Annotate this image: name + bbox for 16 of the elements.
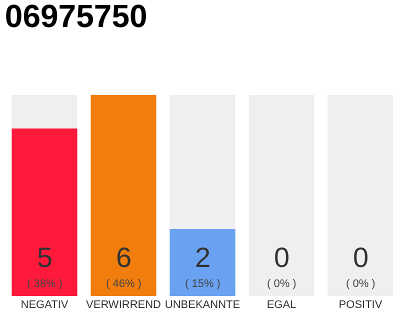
annotation: ( 0% ) <box>346 278 376 290</box>
x-tick-label: EGAL <box>266 299 296 311</box>
x-tick-label: POSITIV <box>338 299 383 311</box>
x-tick-label: UNBEKANNTE <box>164 299 240 311</box>
annotation: ( 0% ) <box>267 278 296 290</box>
x-tick-label: VERWIRREND <box>86 299 162 311</box>
data-label: 0 <box>274 242 290 273</box>
data-label: 5 <box>37 242 53 273</box>
annotation: ( 46% ) <box>106 278 142 290</box>
data-label: 6 <box>116 242 132 273</box>
data-label: 2 <box>195 242 211 273</box>
data-label: 0 <box>353 242 369 273</box>
chart-title: 06975750 <box>4 0 148 34</box>
x-tick-label: NEGATIV <box>20 299 69 311</box>
annotation: ( 15% ) <box>185 278 220 290</box>
annotation: ( 38% ) <box>27 278 62 290</box>
